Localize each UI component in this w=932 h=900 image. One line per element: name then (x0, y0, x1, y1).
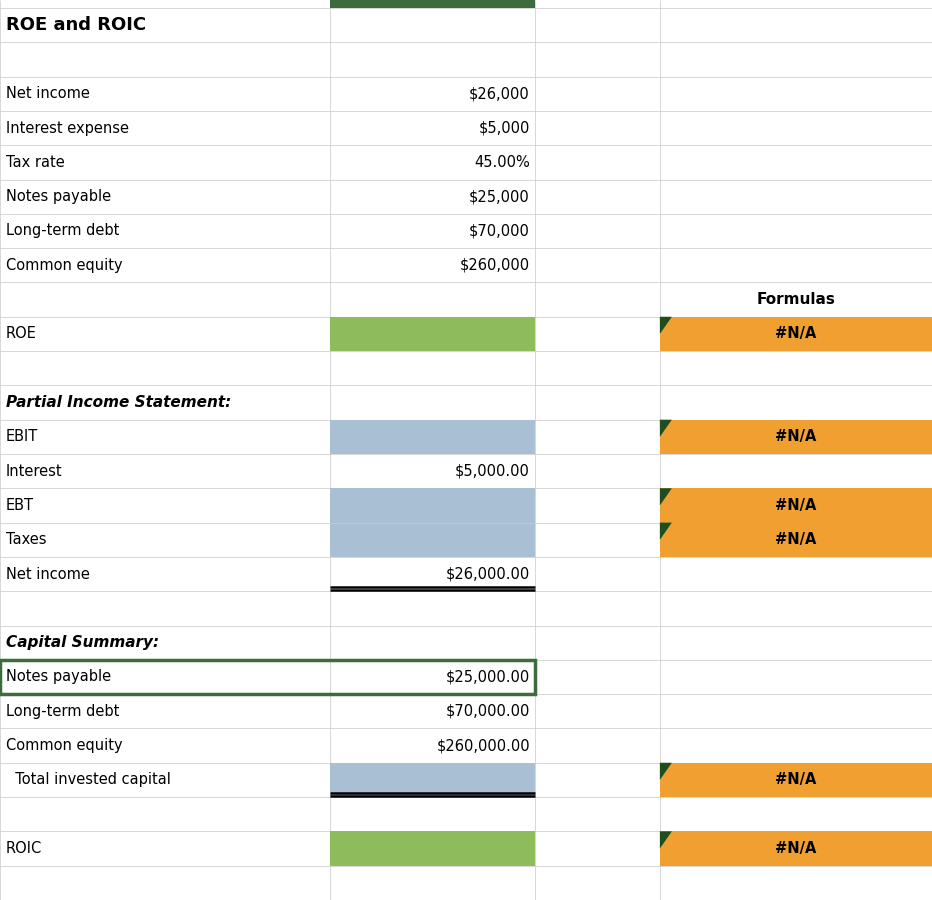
Text: EBIT: EBIT (6, 429, 38, 445)
Text: Net income: Net income (6, 567, 89, 581)
Text: ROIC: ROIC (6, 841, 42, 856)
Text: #N/A: #N/A (775, 498, 816, 513)
Polygon shape (660, 832, 672, 849)
Text: Net income: Net income (6, 86, 89, 102)
Text: $5,000: $5,000 (479, 121, 530, 136)
Text: $26,000: $26,000 (469, 86, 530, 102)
Text: Long-term debt: Long-term debt (6, 223, 119, 238)
Text: $70,000.00: $70,000.00 (445, 704, 530, 719)
Text: #N/A: #N/A (775, 772, 816, 788)
Text: $25,000.00: $25,000.00 (445, 670, 530, 685)
Text: Common equity: Common equity (6, 738, 123, 753)
Text: EBT: EBT (6, 498, 34, 513)
Text: Common equity: Common equity (6, 257, 123, 273)
Text: $260,000: $260,000 (459, 257, 530, 273)
Text: $70,000: $70,000 (469, 223, 530, 238)
Bar (0, 660, 535, 694)
Text: Capital Summary:: Capital Summary: (6, 635, 159, 650)
Bar (330, 419, 535, 454)
Text: $26,000.00: $26,000.00 (445, 567, 530, 581)
Bar (330, 832, 535, 866)
Text: Formulas: Formulas (757, 292, 835, 307)
Bar (660, 763, 932, 797)
Bar (330, 317, 535, 351)
Polygon shape (660, 419, 672, 436)
Polygon shape (660, 763, 672, 780)
Text: $260,000.00: $260,000.00 (436, 738, 530, 753)
Bar (660, 489, 932, 523)
Text: Tax rate: Tax rate (6, 155, 64, 170)
Polygon shape (660, 317, 672, 334)
Bar (330, 763, 535, 797)
Text: ROE: ROE (6, 327, 37, 341)
Text: Notes payable: Notes payable (6, 189, 111, 204)
Text: #N/A: #N/A (775, 327, 816, 341)
Polygon shape (660, 489, 672, 506)
Text: Taxes: Taxes (6, 532, 47, 547)
Text: #N/A: #N/A (775, 841, 816, 856)
Text: 45.00%: 45.00% (474, 155, 530, 170)
Text: Long-term debt: Long-term debt (6, 704, 119, 719)
Bar (330, 489, 535, 557)
Text: Total invested capital: Total invested capital (6, 772, 171, 788)
Text: #N/A: #N/A (775, 429, 816, 445)
Bar (660, 832, 932, 866)
Bar (660, 419, 932, 454)
Text: Interest expense: Interest expense (6, 121, 129, 136)
Bar (660, 317, 932, 351)
Bar (660, 523, 932, 557)
Text: Interest: Interest (6, 464, 62, 479)
Text: $25,000: $25,000 (469, 189, 530, 204)
Text: Notes payable: Notes payable (6, 670, 111, 685)
Text: #N/A: #N/A (775, 532, 816, 547)
Text: $5,000.00: $5,000.00 (455, 464, 530, 479)
Text: ROE and ROIC: ROE and ROIC (6, 16, 146, 34)
Polygon shape (660, 523, 672, 540)
Bar (330, 0, 535, 8)
Text: Partial Income Statement:: Partial Income Statement: (6, 395, 231, 410)
